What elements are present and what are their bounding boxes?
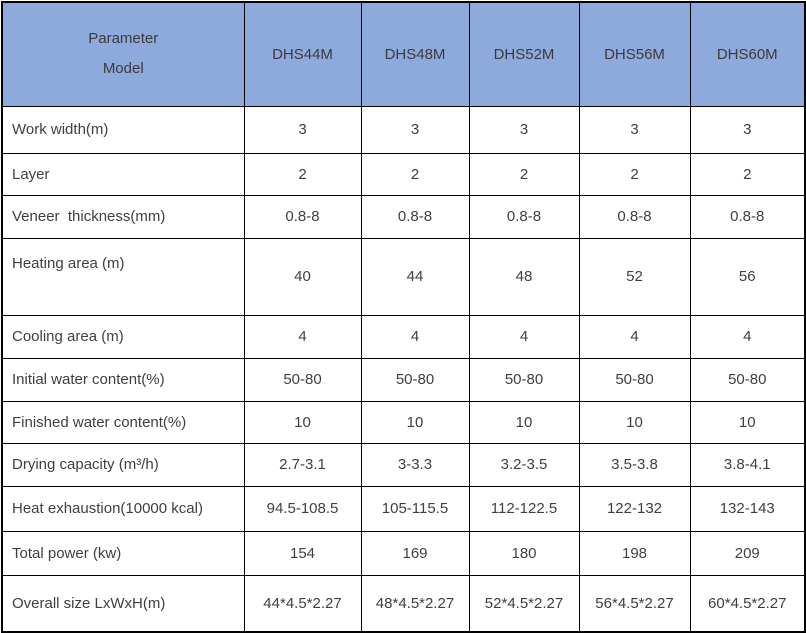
table-row-cooling-area: Cooling area (m) 4 4 4 4 4 [1, 314, 806, 359]
cell-value: 112-122.5 [468, 485, 580, 532]
table-row-layer: Layer 2 2 2 2 2 [1, 152, 806, 196]
cell-value: 3.2-3.5 [468, 442, 580, 487]
cell-value: 4 [578, 314, 691, 359]
row-label-heating-area: Heating area (m) [1, 237, 245, 316]
cell-value: 10 [689, 400, 806, 444]
cell-value: 180 [468, 530, 580, 576]
cell-value: 50-80 [243, 357, 362, 402]
table-header-row: Parameter Model DHS44M DHS48M DHS52M DHS… [1, 1, 806, 107]
cell-value: 50-80 [578, 357, 691, 402]
cell-value: 3.8-4.1 [689, 442, 806, 487]
cell-value: 3 [689, 105, 806, 154]
column-header-dhs52m: DHS52M [468, 1, 580, 107]
cell-value: 94.5-108.5 [243, 485, 362, 532]
cell-value: 132-143 [689, 485, 806, 532]
cell-value: 48*4.5*2.27 [360, 574, 470, 633]
cell-value: 10 [468, 400, 580, 444]
cell-value: 52 [578, 237, 691, 316]
table-row-drying-capacity: Drying capacity (m³/h) 2.7-3.1 3-3.3 3.2… [1, 442, 806, 487]
cell-value: 105-115.5 [360, 485, 470, 532]
cell-value: 3-3.3 [360, 442, 470, 487]
row-label-cooling-area: Cooling area (m) [1, 314, 245, 359]
cell-value: 198 [578, 530, 691, 576]
row-label-work-width: Work width(m) [1, 105, 245, 154]
table-row-heating-area: Heating area (m) 40 44 48 52 56 [1, 237, 806, 316]
cell-value: 0.8-8 [468, 194, 580, 239]
table-row-veneer-thickness: Veneer thickness(mm) 0.8-8 0.8-8 0.8-8 0… [1, 194, 806, 239]
cell-value: 4 [243, 314, 362, 359]
table-row-initial-water-content: Initial water content(%) 50-80 50-80 50-… [1, 357, 806, 402]
table-row-finished-water-content: Finished water content(%) 10 10 10 10 10 [1, 400, 806, 444]
cell-value: 56*4.5*2.27 [578, 574, 691, 633]
column-header-dhs44m: DHS44M [243, 1, 362, 107]
cell-value: 48 [468, 237, 580, 316]
cell-value: 209 [689, 530, 806, 576]
cell-value: 50-80 [360, 357, 470, 402]
cell-value: 2 [243, 152, 362, 196]
cell-value: 52*4.5*2.27 [468, 574, 580, 633]
cell-value: 50-80 [689, 357, 806, 402]
table-row-work-width: Work width(m) 3 3 3 3 3 [1, 105, 806, 154]
cell-value: 3 [468, 105, 580, 154]
table-row-overall-size: Overall size LxWxH(m) 44*4.5*2.27 48*4.5… [1, 574, 806, 633]
column-header-dhs60m: DHS60M [689, 1, 806, 107]
cell-value: 56 [689, 237, 806, 316]
row-label-drying-capacity: Drying capacity (m³/h) [1, 442, 245, 487]
row-label-heat-exhaustion: Heat exhaustion(10000 kcal) [1, 485, 245, 532]
cell-value: 4 [360, 314, 470, 359]
cell-value: 2 [578, 152, 691, 196]
cell-value: 50-80 [468, 357, 580, 402]
cell-value: 60*4.5*2.27 [689, 574, 806, 633]
cell-value: 2 [689, 152, 806, 196]
cell-value: 10 [578, 400, 691, 444]
cell-value: 0.8-8 [243, 194, 362, 239]
cell-value: 0.8-8 [578, 194, 691, 239]
row-label-layer: Layer [1, 152, 245, 196]
cell-value: 3.5-3.8 [578, 442, 691, 487]
parameter-model-header-cell: Parameter Model [1, 1, 245, 107]
row-label-overall-size: Overall size LxWxH(m) [1, 574, 245, 633]
cell-value: 44 [360, 237, 470, 316]
row-label-veneer-thickness: Veneer thickness(mm) [1, 194, 245, 239]
column-header-dhs48m: DHS48M [360, 1, 470, 107]
cell-value: 0.8-8 [360, 194, 470, 239]
cell-value: 40 [243, 237, 362, 316]
cell-value: 154 [243, 530, 362, 576]
model-header-label: Model [102, 60, 144, 78]
cell-value: 2.7-3.1 [243, 442, 362, 487]
cell-value: 10 [243, 400, 362, 444]
cell-value: 44*4.5*2.27 [243, 574, 362, 633]
cell-value: 2 [468, 152, 580, 196]
cell-value: 3 [578, 105, 691, 154]
cell-value: 0.8-8 [689, 194, 806, 239]
cell-value: 169 [360, 530, 470, 576]
cell-value: 122-132 [578, 485, 691, 532]
row-label-initial-water-content: Initial water content(%) [1, 357, 245, 402]
cell-value: 4 [468, 314, 580, 359]
column-header-dhs56m: DHS56M [578, 1, 691, 107]
cell-value: 3 [360, 105, 470, 154]
row-label-finished-water-content: Finished water content(%) [1, 400, 245, 444]
table-row-heat-exhaustion: Heat exhaustion(10000 kcal) 94.5-108.5 1… [1, 485, 806, 532]
cell-value: 3 [243, 105, 362, 154]
cell-value: 10 [360, 400, 470, 444]
parameter-header-label: Parameter [88, 30, 159, 48]
table-row-total-power: Total power (kw) 154 169 180 198 209 [1, 530, 806, 576]
row-label-total-power: Total power (kw) [1, 530, 245, 576]
cell-value: 2 [360, 152, 470, 196]
cell-value: 4 [689, 314, 806, 359]
